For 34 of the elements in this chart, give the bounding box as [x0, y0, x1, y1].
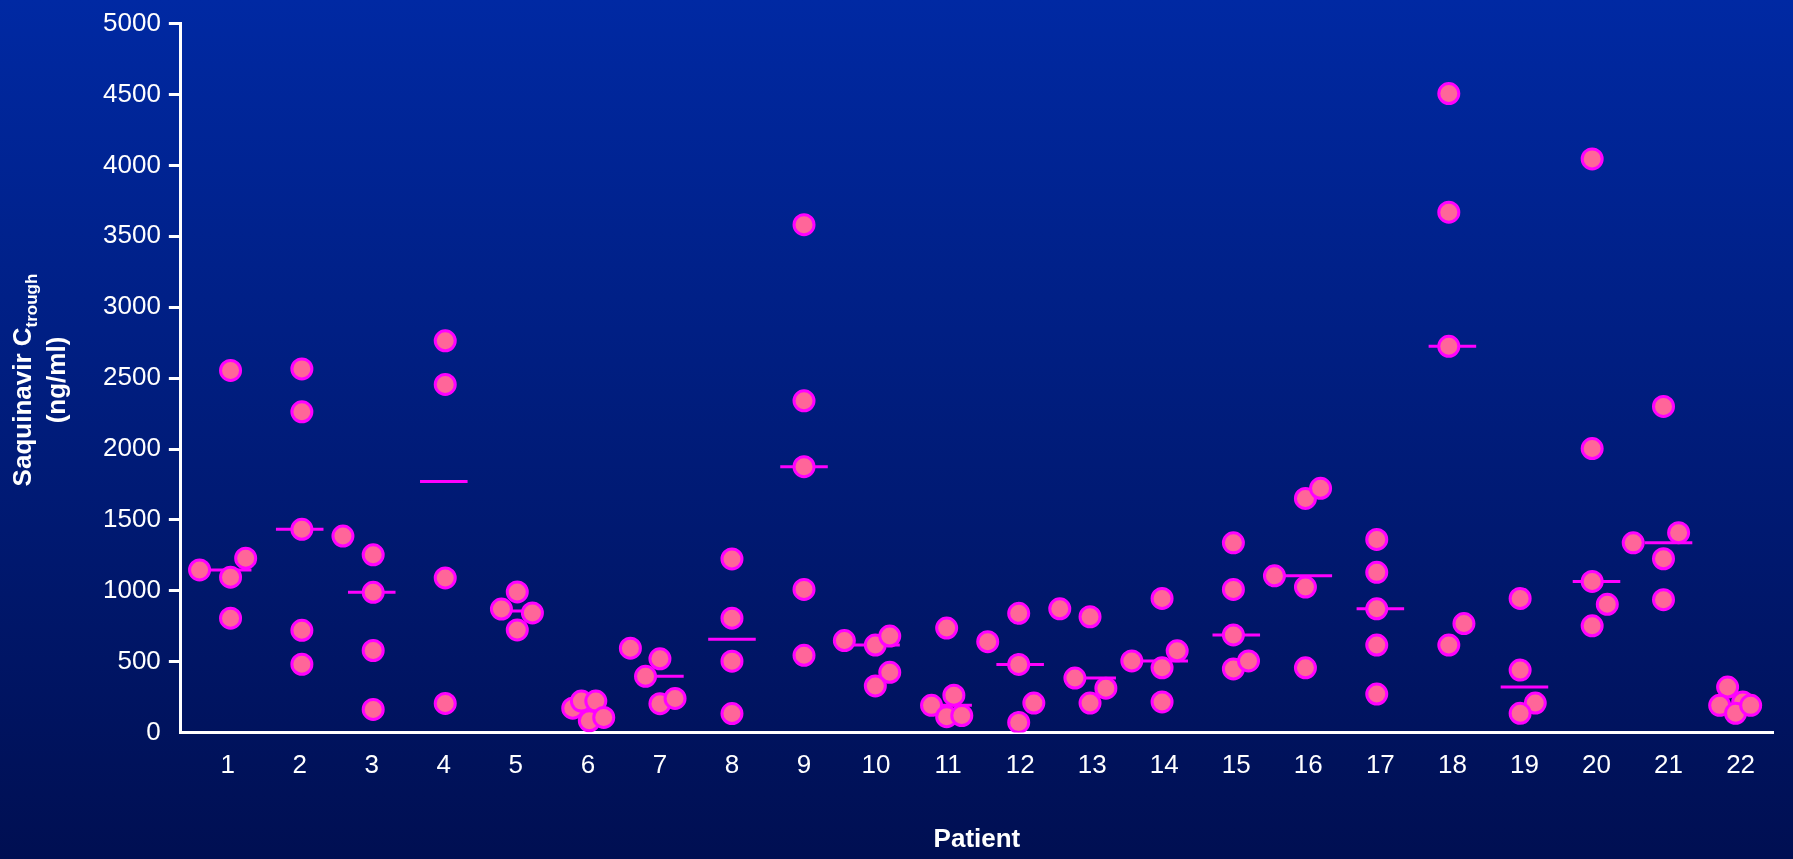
y-tick-label: 1500: [103, 503, 161, 534]
y-tick-label: 5000: [103, 6, 161, 37]
y-tick-label: 1000: [103, 573, 161, 604]
y-tick-label: 4500: [103, 77, 161, 108]
x-tick-label: 12: [1005, 749, 1035, 780]
x-tick-label: 10: [861, 749, 891, 780]
x-tick-label: 8: [724, 749, 740, 780]
x-tick-label: 17: [1365, 749, 1395, 780]
x-tick-label: 18: [1437, 749, 1467, 780]
x-tick-label: 7: [652, 749, 668, 780]
x-tick-label: 21: [1654, 749, 1683, 780]
x-tick-label: 3: [364, 749, 379, 780]
x-tick-label: 1: [220, 749, 235, 780]
x-axis-title: Patient: [933, 822, 1021, 853]
x-tick-label: 14: [1149, 749, 1179, 780]
x-tick-label: 2: [292, 749, 307, 780]
y-tick-label: 3500: [103, 219, 161, 250]
y-tick-label: 500: [117, 644, 161, 675]
y-tick-label: 0: [146, 715, 161, 746]
x-tick-label: 6: [580, 749, 596, 780]
x-tick-label: 22: [1726, 749, 1756, 780]
x-tick-label: 5: [508, 749, 524, 780]
x-tick-label: 11: [934, 749, 962, 780]
x-tick-label: 13: [1077, 749, 1107, 780]
y-tick-label: 2000: [103, 432, 161, 463]
x-tick-label: 16: [1293, 749, 1323, 780]
y-tick-label: 4000: [103, 148, 161, 179]
y-tick-label: 3000: [103, 290, 161, 321]
x-tick-label: 4: [436, 749, 452, 780]
x-tick-label: 15: [1221, 749, 1251, 780]
x-tick-label: 19: [1509, 749, 1539, 780]
y-tick-label: 2500: [103, 361, 161, 392]
x-tick-label: 9: [796, 749, 812, 780]
x-tick-label: 20: [1582, 749, 1611, 780]
